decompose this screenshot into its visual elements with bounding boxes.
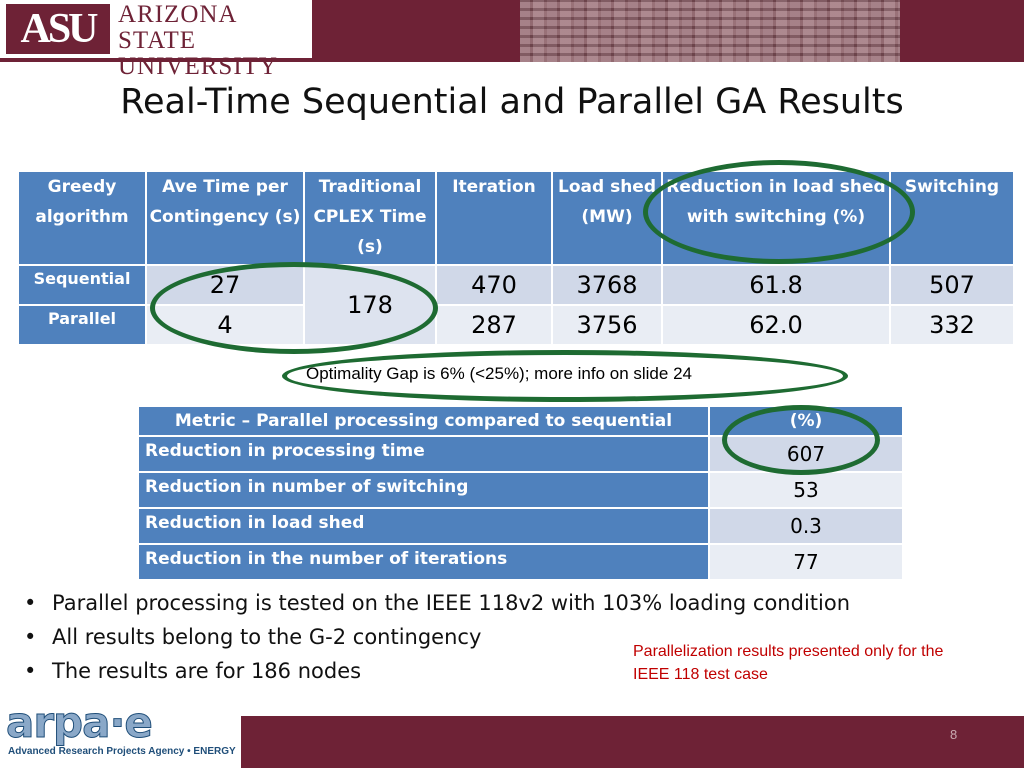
header-greedy: Greedy algorithm [17, 170, 147, 266]
bullet-icon: • [24, 659, 37, 683]
list-item: • The results are for 186 nodes [22, 654, 850, 688]
cell-iteration: 470 [435, 264, 553, 306]
arpa-e-logo: arpa·e Advanced Research Projects Agency… [0, 696, 241, 768]
header-cplex: Traditional CPLEX Time (s) [303, 170, 437, 266]
list-item: • All results belong to the G-2 contingen… [22, 620, 850, 654]
metric-value: 53 [708, 471, 904, 509]
bullet-list: • Parallel processing is tested on the IE… [22, 586, 850, 688]
arpa-e-wordmark: arpa·e [6, 698, 154, 748]
metric-value: 77 [708, 543, 904, 581]
cell-switching: 507 [889, 264, 1015, 306]
cell-switching: 332 [889, 304, 1015, 346]
header-load-shed: Load shed (MW) [551, 170, 663, 266]
table-row: Reduction in the number of iterations 77 [137, 543, 904, 581]
metric-value: 0.3 [708, 507, 904, 545]
building-photo [520, 0, 900, 62]
metric-label: Reduction in load shed [137, 507, 710, 545]
highlight-ellipse-607 [722, 405, 880, 475]
cell-reduction: 61.8 [661, 264, 891, 306]
metric-label: Reduction in the number of iterations [137, 543, 710, 581]
asu-mark: ASU [6, 4, 110, 54]
arpa-e-subtitle: Advanced Research Projects Agency • ENER… [8, 746, 236, 757]
page-number: 8 [950, 727, 958, 742]
header-iteration: Iteration [435, 170, 553, 266]
results-header-row: Greedy algorithm Ave Time per Contingenc… [17, 170, 1015, 266]
highlight-ellipse-reduction [643, 160, 915, 264]
parallelization-note: Parallelization results presented only f… [633, 643, 944, 683]
cell-iteration: 287 [435, 304, 553, 346]
asu-name: ARIZONA STATE UNIVERSITY [118, 1, 278, 80]
cell-reduction: 62.0 [661, 304, 891, 346]
header-metric: Metric – Parallel processing compared to… [137, 405, 710, 437]
metric-label: Reduction in processing time [137, 435, 710, 473]
building-photo-texture [520, 0, 900, 62]
asu-logo: ASU ARIZONA STATE UNIVERSITY [0, 0, 312, 80]
table-row: Reduction in load shed 0.3 [137, 507, 904, 545]
header-ave-time: Ave Time per Contingency (s) [145, 170, 305, 266]
slide-title: Real-Time Sequential and Parallel GA Res… [120, 82, 904, 122]
table-row: Reduction in number of switching 53 [137, 471, 904, 509]
cell-load-shed: 3756 [551, 304, 663, 346]
list-item: • Parallel processing is tested on the IE… [22, 586, 850, 620]
highlight-ellipse-gap [282, 350, 848, 402]
bullet-icon: • [24, 625, 37, 649]
metric-label: Reduction in number of switching [137, 471, 710, 509]
row-label-sequential: Sequential [17, 264, 147, 306]
cell-load-shed: 3768 [551, 264, 663, 306]
highlight-ellipse-times [150, 262, 438, 354]
bullet-icon: • [24, 591, 37, 615]
row-label-parallel: Parallel [17, 304, 147, 346]
